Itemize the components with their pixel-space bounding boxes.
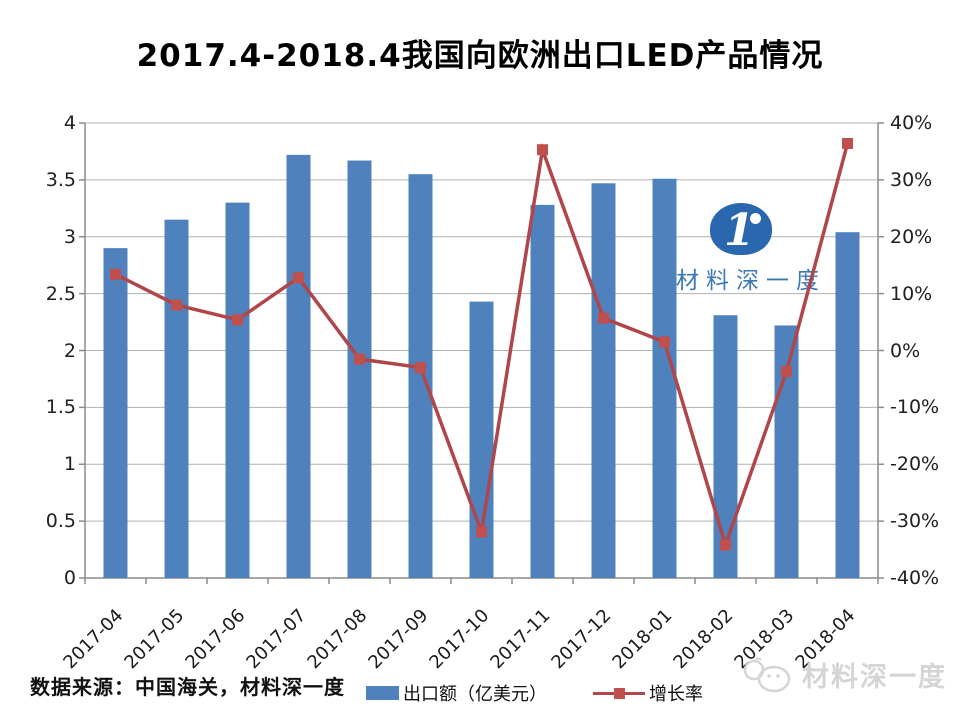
growth-marker [171,299,182,311]
export-bar [835,232,860,578]
bar-series-swatch-icon [366,686,399,700]
left-axis-tick-label: 4 [63,112,76,134]
export-bar [286,154,311,578]
left-axis-tick-label: 0.5 [45,510,76,533]
left-axis-tick-label: 0 [63,567,76,589]
right-axis-tick-label: 0% [890,339,921,362]
export-bar [713,315,738,578]
growth-marker [720,539,731,551]
growth-marker [476,526,487,538]
export-bar [408,174,433,578]
footer-watermark: 材料深一度 [742,653,947,695]
legend-item-growth: 增长率 [593,680,703,706]
brand-logo-icon: 1 [710,203,772,256]
right-axis-tick-label: -30% [890,510,940,533]
brand-watermark: 1 材料深一度 [676,203,826,295]
right-axis-tick-label: -40% [890,567,940,589]
left-axis-tick-label: 1.5 [45,396,76,419]
export-bar [164,219,189,578]
export-bar [469,301,494,578]
export-bar [225,202,250,578]
growth-marker [659,336,670,348]
growth-marker [232,314,243,326]
growth-marker [781,366,792,378]
left-axis-tick-label: 3 [63,225,76,248]
growth-marker [842,137,853,149]
export-bar [103,248,128,578]
legend-item-export: 出口额（亿美元） [366,680,547,706]
export-bar [774,325,799,578]
export-bar [530,204,555,578]
growth-marker [537,144,548,156]
legend-line-label: 增长率 [649,684,703,705]
growth-marker [598,312,609,324]
left-axis-tick-label: 2 [63,339,76,362]
logo-numeral: 1 [724,205,755,256]
chart-legend: 出口额（亿美元） 增长率 [366,680,703,706]
growth-marker [110,268,121,280]
right-axis-tick-label: -20% [890,453,940,476]
line-series-swatch-icon [593,686,645,700]
legend-bar-label: 出口额（亿美元） [403,684,547,705]
right-axis-tick-label: 20% [890,225,933,248]
export-bar [591,183,616,578]
growth-marker [293,272,304,284]
right-axis-tick-label: -10% [890,396,940,419]
logo-dot-icon [750,213,761,224]
right-axis-tick-label: 40% [890,112,933,134]
brand-logo-text: 材料深一度 [676,268,826,294]
growth-marker [415,362,426,374]
right-axis-tick-label: 10% [890,282,933,305]
data-source-note: 数据来源：中国海关，材料深一度 [30,675,345,699]
footer-watermark-text: 材料深一度 [802,661,947,693]
export-bar [652,178,677,579]
mascot-icon [743,657,791,693]
left-axis-tick-label: 1 [63,453,76,476]
right-axis-tick-label: 30% [890,168,933,191]
chart-title: 2017.4-2018.4我国向欧洲出口LED产品情况 [136,38,824,74]
growth-marker [354,353,365,365]
left-axis-tick-label: 2.5 [45,282,76,305]
export-bar [347,160,372,578]
left-axis-tick-label: 3.5 [45,168,76,191]
